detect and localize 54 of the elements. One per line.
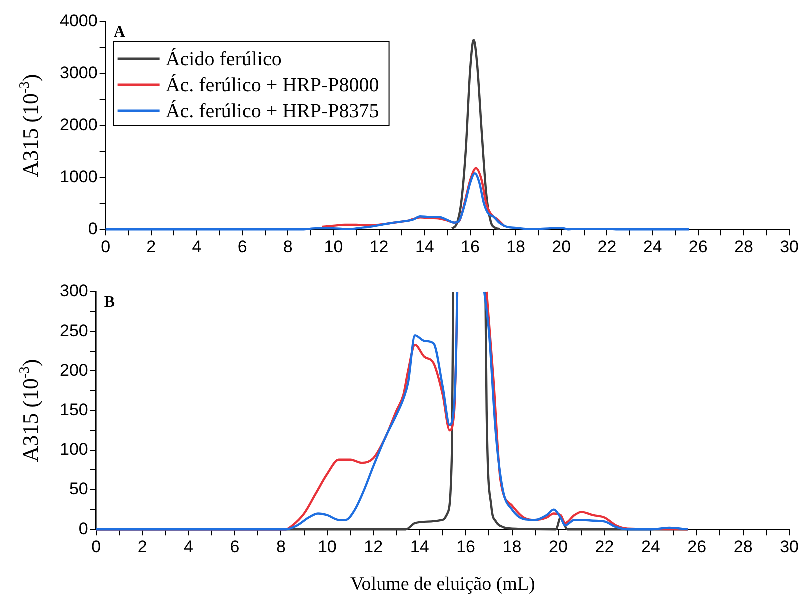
x-tick-label: 20 (549, 537, 568, 556)
line-series (321, 167, 506, 228)
y-axis-title: A315 (10-3) (17, 74, 43, 178)
x-tick-label: 8 (283, 237, 293, 256)
x-axis-title: Volume de eluição (mL) (350, 574, 536, 594)
x-tick-label: 30 (780, 237, 800, 256)
x-tick-label: 18 (502, 537, 522, 556)
x-tick-label: 28 (734, 237, 754, 256)
x-tick-label: 30 (780, 537, 800, 556)
x-tick-label: 22 (595, 537, 614, 556)
x-tick-label: 2 (138, 537, 148, 556)
y-tick-label: 250 (60, 321, 88, 340)
x-tick-label: 26 (688, 237, 708, 256)
x-tick-label: 10 (318, 537, 337, 556)
y-tick-label: 0 (88, 219, 98, 238)
y-tick-label: 150 (60, 400, 88, 420)
x-tick-label: 12 (364, 537, 384, 556)
x-tick-label: 10 (324, 237, 344, 256)
legend-label: Ác. ferúlico + HRP-P8000 (166, 73, 380, 96)
y-tick-label: 50 (69, 480, 88, 499)
x-tick-label: 16 (456, 537, 476, 556)
chart-title: B (104, 294, 116, 311)
x-tick-label: 24 (643, 237, 662, 256)
x-tick-label: 14 (415, 237, 434, 256)
x-tick-label: 12 (370, 237, 389, 256)
x-tick-label: 16 (461, 237, 480, 256)
y-tick-label: 1000 (60, 167, 98, 186)
y-tick-label: 4000 (60, 12, 98, 31)
x-tick-label: 22 (598, 237, 617, 256)
y-tick-label: 0 (78, 519, 88, 538)
x-tick-label: 18 (506, 237, 526, 256)
y-tick-label: 2000 (60, 115, 98, 134)
y-axis-title: A315 (10-3) (17, 359, 43, 462)
y-tick-label: 3000 (60, 64, 98, 83)
line-series (451, 39, 502, 230)
x-tick-label: 8 (276, 537, 286, 556)
x-tick-label: 6 (230, 537, 240, 556)
y-tick-label: 100 (60, 440, 88, 460)
x-tick-label: 2 (146, 237, 156, 256)
x-tick-label: 6 (238, 237, 248, 256)
x-tick-label: 4 (192, 237, 202, 256)
legend-label: Ác. ferúlico + HRP-P8375 (166, 99, 380, 122)
x-tick-label: 28 (734, 537, 753, 556)
x-tick-label: 4 (184, 537, 194, 556)
chart-title: A (114, 24, 126, 41)
y-tick-label: 200 (60, 360, 88, 380)
y-tick-label: 300 (60, 282, 88, 301)
x-tick-label: 24 (641, 537, 660, 556)
legend-label: Ácido ferúlico (166, 47, 282, 70)
x-tick-label: 0 (101, 237, 111, 256)
x-tick-label: 26 (688, 537, 707, 556)
x-tick-label: 14 (410, 537, 430, 556)
line-series (104, 172, 690, 231)
x-tick-label: 20 (552, 237, 572, 256)
